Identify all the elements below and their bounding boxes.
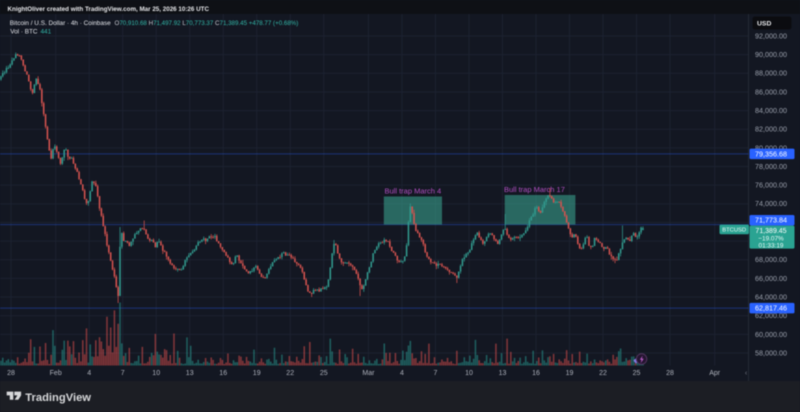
svg-text:TradingView: TradingView bbox=[25, 392, 91, 404]
svg-text:66,000.00: 66,000.00 bbox=[755, 274, 787, 283]
svg-text:64,000.00: 64,000.00 bbox=[755, 292, 787, 301]
svg-text:25: 25 bbox=[633, 370, 641, 377]
svg-text:Mar: Mar bbox=[362, 370, 375, 377]
svg-text:88,000.00: 88,000.00 bbox=[755, 69, 787, 78]
svg-text:Feb: Feb bbox=[50, 370, 62, 377]
svg-text:90,000.00: 90,000.00 bbox=[755, 50, 787, 59]
svg-text:80,000.00: 80,000.00 bbox=[755, 143, 787, 152]
svg-text:22: 22 bbox=[286, 370, 294, 377]
svg-text:Apr: Apr bbox=[709, 370, 721, 377]
svg-text:84,000.00: 84,000.00 bbox=[755, 106, 787, 115]
svg-text:92,000.00: 92,000.00 bbox=[755, 31, 787, 40]
svg-text:58,000.00: 58,000.00 bbox=[755, 348, 787, 357]
svg-text:13: 13 bbox=[186, 370, 194, 377]
svg-text:28: 28 bbox=[666, 370, 674, 377]
svg-text:441: 441 bbox=[41, 29, 52, 36]
svg-text:10: 10 bbox=[152, 370, 160, 377]
svg-text:‹: ‹ bbox=[745, 370, 748, 377]
svg-text:10: 10 bbox=[465, 370, 473, 377]
svg-text:74,000.00: 74,000.00 bbox=[755, 199, 787, 208]
svg-text:19: 19 bbox=[253, 370, 261, 377]
svg-text:68,000.00: 68,000.00 bbox=[755, 255, 787, 264]
svg-text:4: 4 bbox=[400, 370, 404, 377]
svg-text:4: 4 bbox=[87, 370, 91, 377]
svg-text:Vol · BTC: Vol · BTC bbox=[10, 29, 38, 36]
svg-text:76,000.00: 76,000.00 bbox=[755, 181, 787, 190]
svg-text:BTCUSD: BTCUSD bbox=[722, 228, 746, 234]
svg-text:71,389.45: 71,389.45 bbox=[755, 228, 786, 235]
svg-text:Bull trap March 4: Bull trap March 4 bbox=[385, 187, 442, 196]
svg-text:82,000.00: 82,000.00 bbox=[755, 125, 787, 134]
svg-text:22: 22 bbox=[599, 370, 607, 377]
svg-text:7: 7 bbox=[121, 370, 125, 377]
svg-text:62,000.00: 62,000.00 bbox=[755, 311, 787, 320]
svg-text:16: 16 bbox=[219, 370, 227, 377]
svg-text:78,000.00: 78,000.00 bbox=[755, 162, 787, 171]
svg-text:7: 7 bbox=[434, 370, 438, 377]
svg-text:16: 16 bbox=[532, 370, 540, 377]
svg-text:O70,910.68 H71,497.92 L70,773.: O70,910.68 H71,497.92 L70,773.37 C71,389… bbox=[115, 20, 299, 27]
svg-text:19: 19 bbox=[566, 370, 574, 377]
svg-text:25: 25 bbox=[320, 370, 328, 377]
svg-text:71,773.84: 71,773.84 bbox=[755, 216, 787, 225]
svg-text:01:33:19: 01:33:19 bbox=[759, 242, 784, 249]
svg-text:−19.07%: −19.07% bbox=[758, 235, 784, 242]
svg-text:28: 28 bbox=[7, 370, 15, 377]
svg-text:Bull trap March 17: Bull trap March 17 bbox=[504, 185, 565, 194]
svg-text:79,356.68: 79,356.68 bbox=[755, 149, 787, 158]
svg-text:13: 13 bbox=[499, 370, 507, 377]
svg-text:60,000.00: 60,000.00 bbox=[755, 330, 787, 339]
svg-text:62,817.46: 62,817.46 bbox=[755, 303, 787, 312]
svg-text:KnightOliver created with Trad: KnightOliver created with TradingView.co… bbox=[8, 6, 210, 13]
svg-text:USD: USD bbox=[757, 21, 771, 28]
svg-text:Bitcoin / U.S. Dollar · 4h · C: Bitcoin / U.S. Dollar · 4h · Coinbase bbox=[10, 20, 111, 27]
svg-text:86,000.00: 86,000.00 bbox=[755, 87, 787, 96]
